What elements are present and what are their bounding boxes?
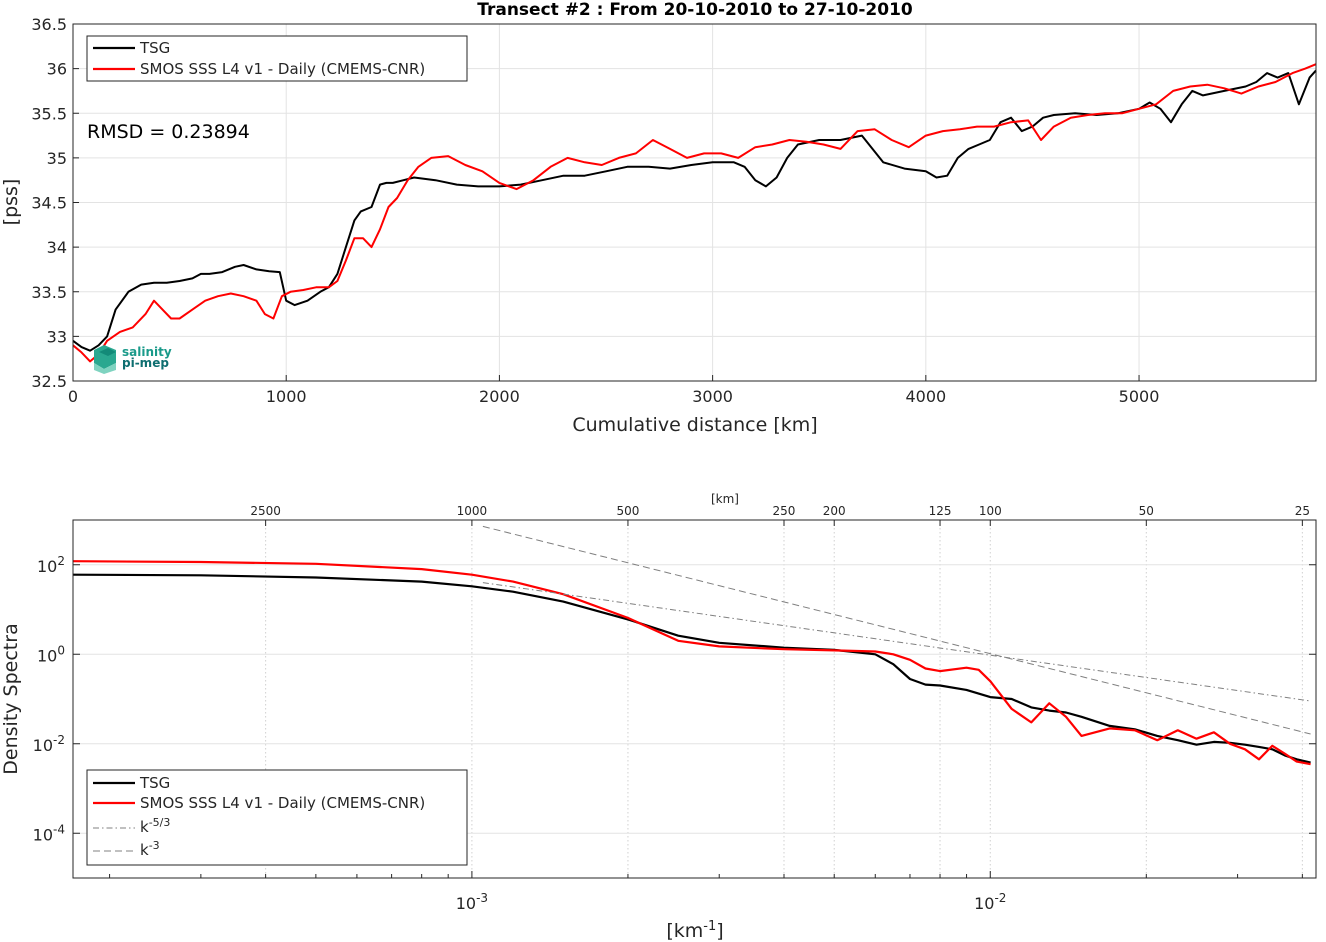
tsg-transect-line [72,69,1317,352]
top-xtick-label: 1000 [266,387,307,406]
top-ytick-label: 36.5 [31,15,67,34]
bottom-ytick-label: 100 [37,643,65,665]
smos-transect-line [72,63,1317,363]
bottom-ytick-label: 102 [37,554,65,576]
top-ytick-label: 34 [47,238,67,257]
km-tick-label: 1000 [457,504,488,518]
top-ytick-label: 35 [47,149,67,168]
legend-smos-label: SMOS SSS L4 v1 - Daily (CMEMS-CNR) [140,60,425,78]
top-axes-box [72,23,1317,382]
transect-plot: Transect #2 : From 20-10-2010 to 27-10-2… [0,0,1317,436]
bottom-xtick-label: 10-2 [974,891,1006,913]
top-xtick-label: 4000 [905,387,946,406]
km-tick-label: 25 [1295,504,1310,518]
transect-title: Transect #2 : From 20-10-2010 to 27-10-2… [477,0,913,20]
legend-tsg-label: TSG [139,39,170,57]
spectra-plot: 2500 1000 500 250 200 125 100 50 25 10-3 10-2 102 10… [0,492,1317,942]
bottom-ytick-label: 10-4 [33,822,65,844]
km-tick-label: 2500 [250,504,281,518]
top-ytick-label: 36 [47,60,67,79]
km-tick-label: 500 [616,504,639,518]
bottom-series [72,525,1311,766]
top-xtick-label: 0 [68,387,78,406]
bottom-ytick-label: 10-2 [33,733,65,755]
top-tick-labels: 0 1000 2000 3000 4000 5000 32.5 33 33.5 34 34.5 35 3… [31,15,1159,406]
logo-line1: salinity [122,345,172,359]
top-xtick-label: 3000 [692,387,733,406]
bottom-legend: TSG SMOS SSS L4 v1 - Daily (CMEMS-CNR) k… [86,769,468,866]
top-ytick-label: 35.5 [31,104,67,123]
salinity-pimep-logo: salinity pi-mep [94,345,172,374]
tsg-spectrum-line [72,573,1311,764]
bottom-ylabel: Density Spectra [0,623,22,774]
bottom-xtick-label: 10-3 [456,891,488,913]
top-xtick-label: 2000 [479,387,520,406]
top-ytick-label: 33.5 [31,283,67,302]
bottom-axes-box [72,519,1317,879]
legend2-tsg-label: TSG [139,774,170,792]
top-legend: TSG SMOS SSS L4 v1 - Daily (CMEMS-CNR) [86,35,468,82]
legend2-smos-label: SMOS SSS L4 v1 - Daily (CMEMS-CNR) [140,794,425,812]
top-xtick-label: 5000 [1119,387,1160,406]
top-axis-unit-label: [km] [711,492,739,506]
top-ytick-label: 33 [47,327,67,346]
bottom-xlabel: [km-1] [666,919,723,942]
smos-spectrum-line [72,560,1311,766]
top-series [72,63,1317,363]
logo-line2: pi-mep [122,356,169,370]
k53-reference-line [482,582,1311,702]
k3-reference-line [482,525,1311,735]
top-ylabel: [pss] [0,179,22,226]
km-tick-label: 125 [929,504,952,518]
km-tick-label: 100 [979,504,1002,518]
km-tick-label: 250 [773,504,796,518]
km-tick-label: 200 [823,504,846,518]
km-tick-label: 50 [1139,504,1154,518]
top-xlabel: Cumulative distance [km] [572,414,817,436]
top-ytick-label: 34.5 [31,194,67,213]
rmsd-annotation: RMSD = 0.23894 [87,121,250,143]
top-ytick-label: 32.5 [31,372,67,391]
